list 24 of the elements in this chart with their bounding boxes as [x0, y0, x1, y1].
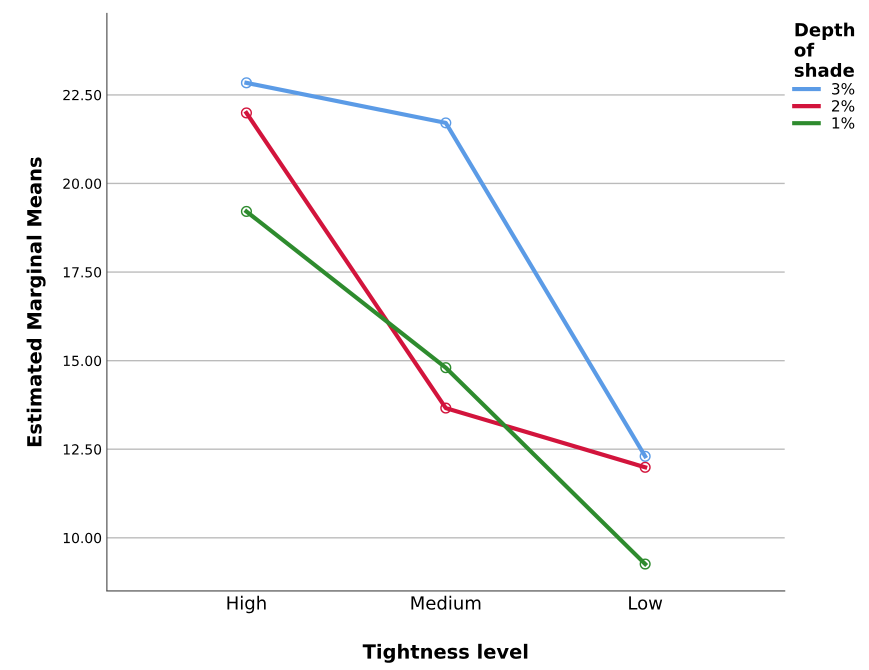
point	[640, 558, 651, 570]
y-tick-label: 15.00	[64, 356, 102, 366]
point	[440, 117, 452, 128]
point	[440, 402, 452, 414]
legend-label: 2%	[832, 100, 854, 112]
y-tick-label: 12.50	[64, 444, 102, 455]
y-axis-title: Estimated Marginal Means	[26, 157, 46, 446]
x-tick-label: High	[227, 596, 266, 614]
point	[240, 107, 252, 119]
point	[240, 206, 252, 218]
point	[640, 462, 651, 473]
point	[440, 362, 452, 374]
y-tick-label: 22.50	[63, 90, 102, 100]
legend-title: Depth of shade	[794, 22, 854, 77]
legend-label: 1%	[832, 117, 854, 129]
x-tick-label: Low	[629, 596, 662, 610]
y-tick-label: 20.00	[63, 178, 102, 189]
y-tick-label: 17.50	[64, 267, 102, 278]
legend-label: 3%	[832, 83, 854, 95]
x-axis-title: Tightness level	[362, 644, 528, 663]
point	[240, 77, 252, 88]
point	[640, 450, 651, 462]
x-tick-label: Medium	[411, 596, 480, 610]
y-tick-label: 10.00	[64, 532, 102, 544]
